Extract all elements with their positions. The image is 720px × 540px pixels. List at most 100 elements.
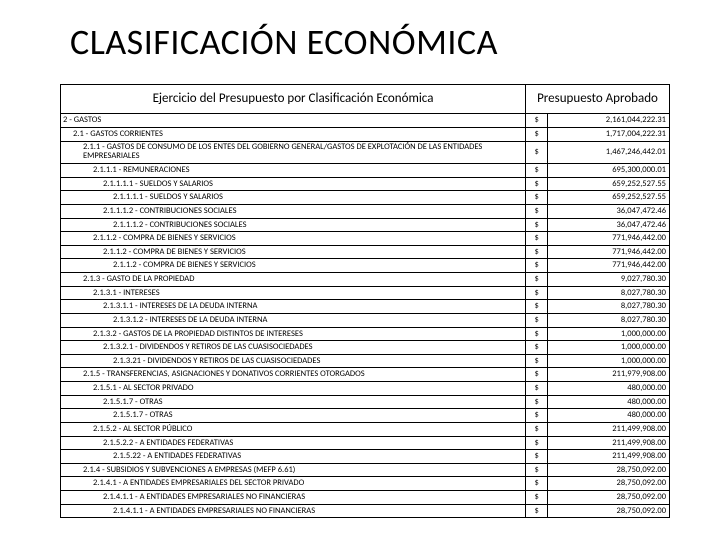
table-row: 2.1.4.1.1 - A ENTIDADES EMPRESARIALES NO… xyxy=(61,504,670,518)
row-amount: 36,047,472.46 xyxy=(548,204,670,218)
table-row: 2.1.5.22 - A ENTIDADES FEDERATIVAS$211,4… xyxy=(61,450,670,464)
row-description: 2.1.4 - SUBSIDIOS Y SUBVENCIONES A EMPRE… xyxy=(61,463,526,477)
table-row: 2.1.3 - GASTO DE LA PROPIEDAD$9,027,780.… xyxy=(61,273,670,287)
row-amount: 8,027,780.30 xyxy=(548,300,670,314)
row-currency: $ xyxy=(526,141,548,164)
row-amount: 2,161,044,222.31 xyxy=(548,114,670,128)
table-row: 2.1.3.21 - DIVIDENDOS Y RETIROS DE LAS C… xyxy=(61,354,670,368)
row-description: 2.1.3.21 - DIVIDENDOS Y RETIROS DE LAS C… xyxy=(61,354,526,368)
row-description: 2.1.3.1.2 - INTERESES DE LA DEUDA INTERN… xyxy=(61,313,526,327)
row-amount: 659,252,527.55 xyxy=(548,177,670,191)
row-amount: 211,499,908.00 xyxy=(548,436,670,450)
row-description: 2.1.3 - GASTO DE LA PROPIEDAD xyxy=(61,273,526,287)
row-currency: $ xyxy=(526,127,548,141)
row-currency: $ xyxy=(526,382,548,396)
table-row: 2.1.1 - GASTOS DE CONSUMO DE LOS ENTES D… xyxy=(61,141,670,164)
row-currency: $ xyxy=(526,245,548,259)
row-description: 2.1.1.2 - COMPRA DE BIENES Y SERVICIOS xyxy=(61,259,526,273)
row-currency: $ xyxy=(526,218,548,232)
table-row: 2.1.5.1 - AL SECTOR PRIVADO$480,000.00 xyxy=(61,382,670,396)
row-amount: 28,750,092.00 xyxy=(548,463,670,477)
row-currency: $ xyxy=(526,436,548,450)
table-row: 2.1.1.1.1 - SUELDOS Y SALARIOS$659,252,5… xyxy=(61,177,670,191)
row-currency: $ xyxy=(526,477,548,491)
row-currency: $ xyxy=(526,327,548,341)
page-title: CLASIFICACIÓN ECONÓMICA xyxy=(70,20,670,64)
row-description: 2.1.5.2.2 - A ENTIDADES FEDERATIVAS xyxy=(61,436,526,450)
row-amount: 1,717,004,222.31 xyxy=(548,127,670,141)
table-row: 2.1.3.1 - INTERESES$8,027,780.30 xyxy=(61,286,670,300)
row-description: 2.1.3.2 - GASTOS DE LA PROPIEDAD DISTINT… xyxy=(61,327,526,341)
row-description: 2.1.4.1.1 - A ENTIDADES EMPRESARIALES NO… xyxy=(61,504,526,518)
row-description: 2.1.1.1.1 - SUELDOS Y SALARIOS xyxy=(61,191,526,205)
budget-table: Ejercicio del Presupuesto por Clasificac… xyxy=(60,84,670,518)
table-row: 2.1.5.2.2 - A ENTIDADES FEDERATIVAS$211,… xyxy=(61,436,670,450)
row-description: 2.1.5.1 - AL SECTOR PRIVADO xyxy=(61,382,526,396)
row-description: 2.1.5.1.7 - OTRAS xyxy=(61,395,526,409)
table-row: 2.1.1.1.2 - CONTRIBUCIONES SOCIALES$36,0… xyxy=(61,218,670,232)
row-currency: $ xyxy=(526,164,548,178)
header-description: Ejercicio del Presupuesto por Clasificac… xyxy=(61,85,526,114)
row-description: 2.1.5.22 - A ENTIDADES FEDERATIVAS xyxy=(61,450,526,464)
row-currency: $ xyxy=(526,259,548,273)
row-currency: $ xyxy=(526,232,548,246)
row-currency: $ xyxy=(526,368,548,382)
row-description: 2.1.4.1.1 - A ENTIDADES EMPRESARIALES NO… xyxy=(61,491,526,505)
row-description: 2.1.1.1.2 - CONTRIBUCIONES SOCIALES xyxy=(61,218,526,232)
row-currency: $ xyxy=(526,450,548,464)
row-description: 2.1.1.1.1 - SUELDOS Y SALARIOS xyxy=(61,177,526,191)
table-row: 2.1.3.1.2 - INTERESES DE LA DEUDA INTERN… xyxy=(61,313,670,327)
row-description: 2.1.3.1.1 - INTERESES DE LA DEUDA INTERN… xyxy=(61,300,526,314)
row-amount: 771,946,442.00 xyxy=(548,259,670,273)
table-row: 2.1.3.2 - GASTOS DE LA PROPIEDAD DISTINT… xyxy=(61,327,670,341)
row-amount: 480,000.00 xyxy=(548,409,670,423)
row-amount: 211,499,908.00 xyxy=(548,422,670,436)
row-description: 2.1.5.1.7 - OTRAS xyxy=(61,409,526,423)
table-row: 2.1.1.2 - COMPRA DE BIENES Y SERVICIOS$7… xyxy=(61,232,670,246)
row-amount: 211,499,908.00 xyxy=(548,450,670,464)
row-description: 2.1.3.2.1 - DIVIDENDOS Y RETIROS DE LAS … xyxy=(61,341,526,355)
row-currency: $ xyxy=(526,300,548,314)
table-row: 2.1.5.1.7 - OTRAS$480,000.00 xyxy=(61,395,670,409)
row-currency: $ xyxy=(526,409,548,423)
row-currency: $ xyxy=(526,114,548,128)
row-description: 2.1.5.2 - AL SECTOR PÚBLICO xyxy=(61,422,526,436)
row-amount: 659,252,527.55 xyxy=(548,191,670,205)
row-amount: 695,300,000.01 xyxy=(548,164,670,178)
table-row: 2.1.1.1 - REMUNERACIONES$695,300,000.01 xyxy=(61,164,670,178)
row-description: 2.1 - GASTOS CORRIENTES xyxy=(61,127,526,141)
row-amount: 28,750,092.00 xyxy=(548,504,670,518)
row-currency: $ xyxy=(526,286,548,300)
row-amount: 771,946,442.00 xyxy=(548,232,670,246)
row-currency: $ xyxy=(526,273,548,287)
table-row: 2.1.1.1.2 - CONTRIBUCIONES SOCIALES$36,0… xyxy=(61,204,670,218)
row-description: 2.1.1.2 - COMPRA DE BIENES Y SERVICIOS xyxy=(61,232,526,246)
row-description: 2.1.1.1.2 - CONTRIBUCIONES SOCIALES xyxy=(61,204,526,218)
row-amount: 1,467,246,442.01 xyxy=(548,141,670,164)
table-row: 2.1.1.1.1 - SUELDOS Y SALARIOS$659,252,5… xyxy=(61,191,670,205)
table-row: 2.1.4 - SUBSIDIOS Y SUBVENCIONES A EMPRE… xyxy=(61,463,670,477)
row-currency: $ xyxy=(526,395,548,409)
row-currency: $ xyxy=(526,313,548,327)
table-row: 2.1.5.2 - AL SECTOR PÚBLICO$211,499,908.… xyxy=(61,422,670,436)
row-description: 2.1.1.2 - COMPRA DE BIENES Y SERVICIOS xyxy=(61,245,526,259)
table-row: 2.1.1.2 - COMPRA DE BIENES Y SERVICIOS$7… xyxy=(61,259,670,273)
table-row: 2.1.3.1.1 - INTERESES DE LA DEUDA INTERN… xyxy=(61,300,670,314)
row-description: 2 - GASTOS xyxy=(61,114,526,128)
row-currency: $ xyxy=(526,463,548,477)
row-currency: $ xyxy=(526,354,548,368)
row-amount: 211,979,908.00 xyxy=(548,368,670,382)
table-row: 2.1 - GASTOS CORRIENTES$1,717,004,222.31 xyxy=(61,127,670,141)
table-row: 2.1.3.2.1 - DIVIDENDOS Y RETIROS DE LAS … xyxy=(61,341,670,355)
row-amount: 771,946,442.00 xyxy=(548,245,670,259)
row-currency: $ xyxy=(526,177,548,191)
table-row: 2.1.1.2 - COMPRA DE BIENES Y SERVICIOS$7… xyxy=(61,245,670,259)
row-description: 2.1.1 - GASTOS DE CONSUMO DE LOS ENTES D… xyxy=(61,141,526,164)
row-amount: 8,027,780.30 xyxy=(548,286,670,300)
row-currency: $ xyxy=(526,504,548,518)
table-row: 2 - GASTOS$2,161,044,222.31 xyxy=(61,114,670,128)
row-amount: 28,750,092.00 xyxy=(548,491,670,505)
row-currency: $ xyxy=(526,191,548,205)
row-currency: $ xyxy=(526,341,548,355)
row-currency: $ xyxy=(526,491,548,505)
